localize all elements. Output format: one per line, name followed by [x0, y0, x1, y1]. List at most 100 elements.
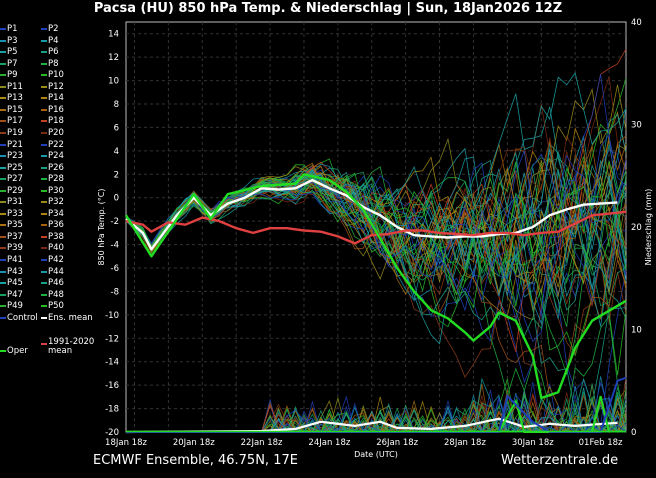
- legend-swatch: [41, 108, 47, 111]
- y-axis-label: 850 hPa Temp. (°C): [97, 188, 106, 265]
- legend-swatch: [41, 247, 47, 250]
- y-tick-label: 2: [114, 170, 119, 180]
- legend-item-p1: P1: [0, 24, 18, 34]
- legend-swatch: [0, 120, 6, 123]
- legend-swatch: [41, 28, 47, 30]
- legend-label: P34: [48, 208, 64, 219]
- y-tick-label: 8: [114, 100, 119, 110]
- legend-item-p12: P12: [41, 82, 64, 92]
- legend-item-p24: P24: [41, 151, 64, 161]
- legend-swatch: [0, 108, 6, 111]
- legend-item-ens-mean: Ens. mean: [41, 313, 93, 323]
- legend-item-p28: P28: [41, 174, 64, 184]
- legend-item-p21: P21: [0, 140, 23, 150]
- legend-label: Ens. mean: [48, 312, 93, 323]
- legend-label: P41: [7, 255, 23, 265]
- legend-label: P27: [7, 174, 23, 185]
- legend-label: P16: [48, 104, 64, 115]
- legend-swatch: [0, 74, 6, 77]
- x-tick-label: 01Feb 18z: [579, 438, 623, 448]
- legend-swatch: [0, 350, 6, 352]
- legend-item-p44: P44: [41, 267, 64, 277]
- legend-item-p9: P9: [0, 70, 18, 80]
- legend-swatch: [0, 270, 6, 273]
- legend-swatch: [41, 131, 47, 134]
- legend-item-oper: Oper: [0, 346, 28, 356]
- legend-label: P23: [7, 151, 23, 162]
- 1991-2020-mean-line: [125, 210, 627, 245]
- y2-tick-label: 30: [631, 121, 642, 131]
- y2-axis-label: Niederschlag (mm): [644, 189, 653, 266]
- legend-label: P50: [48, 301, 64, 312]
- legend-swatch: [0, 28, 6, 30]
- legend-swatch: [0, 51, 6, 54]
- legend-item-p34: P34: [41, 209, 64, 219]
- x-tick-label: 26Jan 18z: [376, 438, 418, 448]
- legend-label: P32: [48, 197, 64, 208]
- legend-swatch: [41, 224, 47, 227]
- y-tick-label: -8: [111, 287, 119, 297]
- legend-label: P7: [7, 58, 18, 69]
- legend-label: P43: [7, 266, 23, 277]
- legend-label: P26: [48, 162, 64, 173]
- legend-label: P36: [48, 220, 64, 231]
- x-tick-label: 24Jan 18z: [308, 438, 350, 448]
- y-tick-label: -18: [105, 405, 119, 415]
- legend-item-p36: P36: [41, 220, 64, 230]
- legend-label: P29: [7, 185, 23, 196]
- legend-swatch: [41, 120, 47, 123]
- y-tick-label: 14: [108, 30, 119, 40]
- legend-item-p42: P42: [41, 255, 64, 265]
- legend-label: P33: [7, 208, 23, 219]
- legend-label: P24: [48, 151, 64, 162]
- legend-label: P1: [7, 24, 18, 34]
- legend-item-p2: P2: [41, 24, 59, 34]
- y2-tick-label: 0: [631, 428, 636, 438]
- legend-item-p20: P20: [41, 128, 64, 138]
- legend-item-p14: P14: [41, 93, 64, 103]
- legend-swatch: [0, 305, 6, 308]
- legend-swatch: [0, 259, 6, 261]
- legend-item-p32: P32: [41, 197, 64, 207]
- y-tick-label: -4: [111, 241, 119, 251]
- legend-label: P2: [48, 24, 59, 34]
- legend-label: 1991-2020 mean: [48, 337, 95, 356]
- legend-label: P13: [7, 93, 23, 104]
- legend-swatch: [0, 282, 6, 285]
- legend-label: P25: [7, 162, 23, 173]
- legend-item-p19: P19: [0, 128, 23, 138]
- legend-label: P11: [7, 81, 23, 92]
- legend-item-p10: P10: [41, 70, 64, 80]
- legend-swatch: [0, 166, 6, 169]
- y-tick-label: 0: [114, 194, 119, 204]
- legend-swatch: [0, 235, 6, 238]
- legend-label: Control: [7, 312, 38, 323]
- legend-label: P19: [7, 127, 23, 138]
- legend-swatch: [41, 282, 47, 285]
- legend-item-p26: P26: [41, 163, 64, 173]
- x-tick-label: 18Jan 18z: [105, 438, 147, 448]
- legend-item-p13: P13: [0, 93, 23, 103]
- legend-swatch: [0, 85, 6, 88]
- legend-label: P15: [7, 104, 23, 115]
- legend-swatch: [0, 247, 6, 250]
- legend-item-p22: P22: [41, 140, 64, 150]
- legend-label: P49: [7, 301, 23, 312]
- oper-line: [124, 173, 627, 400]
- legend-swatch: [0, 178, 6, 181]
- legend-item-p37: P37: [0, 232, 23, 242]
- legend-label: P47: [7, 289, 23, 300]
- legend-label: P44: [48, 266, 64, 277]
- legend-item-p16: P16: [41, 105, 64, 115]
- legend-item-p8: P8: [41, 59, 59, 69]
- legend-item-p45: P45: [0, 278, 23, 288]
- legend-swatch: [0, 131, 6, 134]
- legend-item-p3: P3: [0, 36, 18, 46]
- legend-item-p25: P25: [0, 163, 23, 173]
- legend-item-control: Control: [0, 313, 38, 323]
- legend-label: P31: [7, 197, 23, 208]
- legend-item-p41: P41: [0, 255, 23, 265]
- legend-swatch: [41, 235, 47, 238]
- y2-tick-label: 10: [631, 326, 642, 336]
- precip-ens-mean-line: [125, 417, 618, 434]
